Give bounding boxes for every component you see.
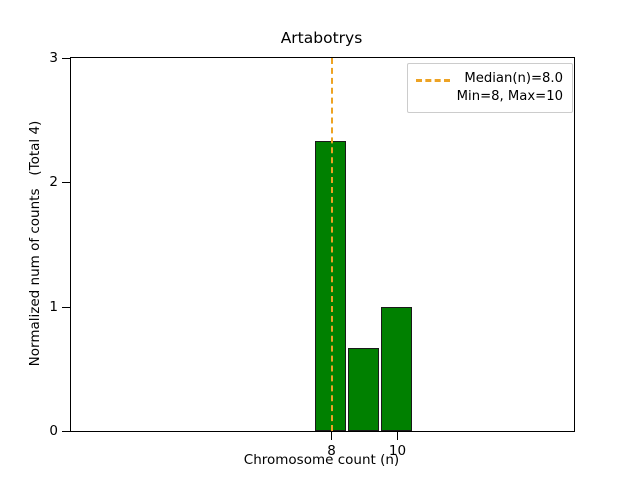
legend-label-group: Median(n)=8.0 Min=8, Max=10 [457, 70, 563, 106]
bar-9 [347, 347, 380, 431]
y-axis-tick-label: 1 [49, 298, 58, 315]
x-axis-tick-label: 8 [327, 443, 336, 459]
legend-label-minmax: Min=8, Max=10 [456, 89, 563, 105]
bar-8 [314, 141, 347, 431]
y-axis-tick: 1 [49, 299, 71, 315]
median-line-swatch-icon [415, 71, 450, 88]
median-line [330, 58, 333, 431]
y-axis-tick: 3 [49, 50, 71, 66]
legend-label-median: Median(n)=8.0 [464, 71, 563, 86]
plot-area: 3 2 1 0 8 10 Median(n)=8.0 Min=8, Max=10 [49, 50, 575, 459]
x-axis-tick-label: 10 [388, 443, 407, 459]
y-axis-tick-label: 0 [49, 423, 58, 439]
legend: Median(n)=8.0 Min=8, Max=10 [406, 63, 573, 114]
bar-10 [380, 306, 413, 431]
page-title: Artabotrys [280, 29, 363, 47]
x-axis-tick: 10 [389, 431, 406, 459]
y-axis-tick: 2 [49, 174, 71, 190]
x-axis-label: Chromosome count (n) [243, 452, 400, 468]
y-axis-tick-label: 2 [49, 174, 58, 191]
x-axis-tick: 8 [327, 431, 336, 459]
y-axis-tick: 0 [49, 423, 71, 439]
y-axis-tick-label: 3 [49, 50, 58, 66]
y-axis-label: Normalized num of counts (Total 4) [27, 120, 43, 367]
